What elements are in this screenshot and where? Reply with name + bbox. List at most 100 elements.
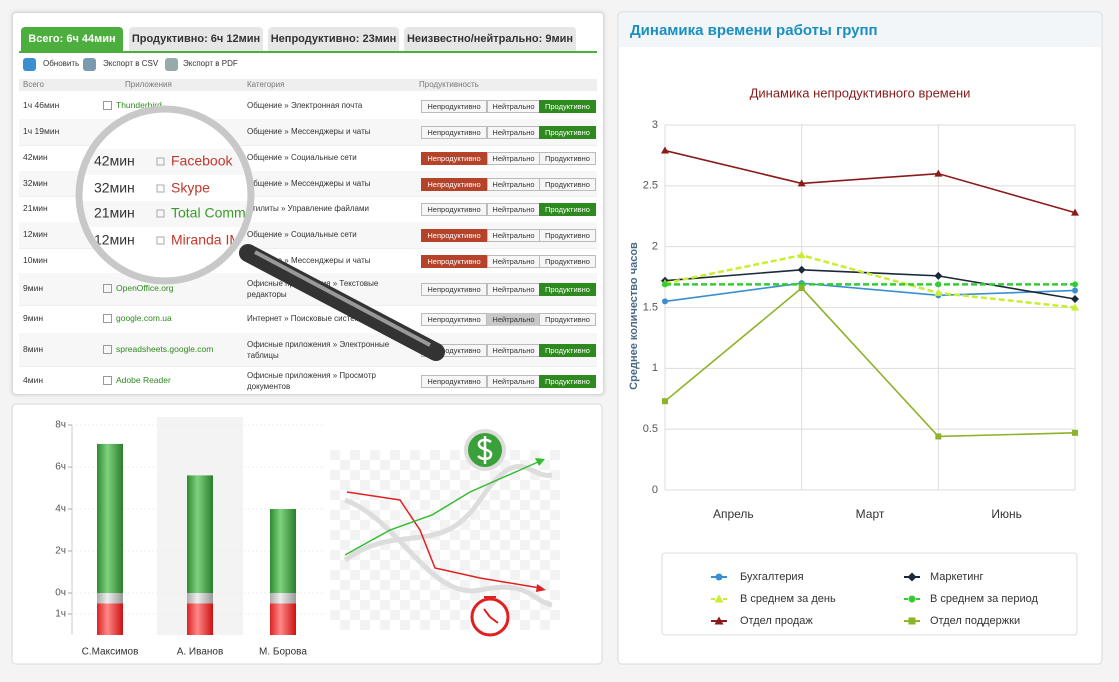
y-tick-label: 2ч — [55, 546, 66, 557]
status-button[interactable]: Нейтрально — [487, 177, 540, 191]
y-tick-label: 2.5 — [643, 180, 658, 192]
data-point — [797, 265, 806, 274]
time-cell: 1ч 19мин — [23, 126, 60, 136]
zoom-app: Facebook — [171, 153, 233, 169]
series-line — [664, 149, 1076, 214]
status-button[interactable]: Нейтрально — [487, 229, 540, 242]
tab[interactable]: Непродуктивно: 23мин — [268, 27, 399, 51]
y-tick-label: 2 — [652, 241, 658, 253]
status-button[interactable]: Нейтрально — [487, 313, 540, 326]
app-link[interactable]: OpenOffice.org — [116, 283, 174, 293]
chart-title: Динамика непродуктивного времени — [750, 85, 971, 100]
legend-label: Отдел поддержки — [930, 615, 1020, 627]
status-button[interactable]: Непродуктивно — [421, 313, 487, 326]
data-point — [935, 281, 942, 288]
time-cell: 21мин — [23, 203, 48, 213]
legend-box — [661, 552, 1078, 636]
status-button[interactable]: Непродуктивно — [421, 203, 487, 216]
app-link[interactable]: google.com.ua — [116, 313, 172, 323]
time-cell: 42мин — [23, 152, 48, 162]
legend-label: В среднем за период — [930, 593, 1039, 605]
status-button[interactable]: Непродуктивно — [421, 126, 487, 139]
legend-label: Маркетинг — [930, 571, 983, 583]
status-button[interactable]: Непродуктивно — [421, 283, 487, 296]
arrow — [536, 584, 546, 592]
y-tick-label: 1 — [652, 362, 658, 374]
category-cell: Общение » Социальные сети — [247, 153, 357, 162]
status-button[interactable]: Нейтрально — [487, 254, 540, 268]
data-point — [662, 298, 668, 305]
toolbar-button[interactable]: Экспорт в PDF — [183, 59, 238, 68]
chart-panel — [617, 11, 1103, 665]
data-point — [934, 288, 943, 296]
zoom-app: Total Comma — [171, 205, 254, 221]
time-cell: 9мин — [23, 313, 44, 323]
status-button[interactable]: Продуктивно — [539, 203, 596, 216]
status-button[interactable]: Непродуктивно — [421, 229, 487, 242]
toolbar-button[interactable]: Обновить — [43, 59, 80, 68]
toolbar-icon — [23, 58, 36, 71]
toolbar-button[interactable]: Экспорт в CSV — [103, 59, 159, 68]
status-button[interactable]: Продуктивно — [539, 283, 596, 296]
zoom-row — [81, 228, 249, 254]
zoom-icon — [156, 157, 165, 166]
time-cell: 8мин — [23, 343, 44, 354]
x-tick-label: С.Максимов — [82, 647, 139, 658]
tab-bar-line — [19, 51, 597, 53]
legend-label: Отдел продаж — [740, 615, 813, 627]
zoom-icon — [156, 209, 165, 218]
status-button[interactable]: Продуктивно — [539, 126, 596, 139]
arrow — [535, 458, 545, 466]
status-button[interactable]: Непродуктивно — [421, 152, 487, 165]
legend-marker — [714, 616, 724, 625]
row-line — [19, 305, 597, 306]
activity-panel: Всего: 6ч 44мин Продуктивно: 6ч 12мин Непр… — [12, 12, 604, 397]
zoom-app: Miranda IM — [171, 232, 241, 248]
status-button[interactable]: Продуктивно — [539, 313, 596, 326]
status-button[interactable]: Нейтрально — [487, 100, 540, 113]
category-cell: Офисные приложения » Электронные таблицы — [247, 339, 390, 360]
app-icon — [103, 101, 112, 110]
status-button[interactable]: Продуктивно — [539, 177, 596, 191]
time-cell: 1ч 46мин — [23, 100, 60, 110]
illustration-red — [346, 491, 541, 589]
legend-marker — [908, 617, 916, 625]
status-button[interactable]: Нейтрально — [487, 283, 540, 296]
category-cell: Интернет » Поисковые системы — [247, 314, 366, 323]
panel-header — [619, 13, 1101, 47]
magnifier-rim — [75, 105, 255, 285]
status-button[interactable]: Продуктивно — [539, 229, 596, 242]
app-link[interactable]: spreadsheets.google.com — [116, 343, 214, 354]
category-cell: Общение » Мессенджеры и чаты — [247, 255, 371, 265]
app-link[interactable]: Thunderbird — [116, 100, 162, 110]
y-tick-label: 1.5 — [643, 301, 658, 313]
zoom-icon — [156, 184, 165, 193]
tab[interactable]: Неизвестно/нейтрально: 9мин — [404, 27, 576, 51]
tab[interactable]: Продуктивно: 6ч 12мин — [129, 27, 263, 51]
status-button[interactable]: Продуктивно — [539, 254, 596, 268]
column-header: Продуктивность — [419, 80, 479, 89]
status-button[interactable]: Продуктивно — [539, 375, 596, 388]
status-button[interactable]: Непродуктивно — [421, 100, 487, 113]
data-point — [661, 146, 669, 154]
status-button[interactable]: Продуктивно — [539, 100, 596, 113]
status-button[interactable]: Непродуктивно — [421, 177, 487, 191]
magnifier: 42мин Facebook 32мин Skype 21мин Total Comma 1… — [75, 105, 445, 361]
data-point — [1071, 294, 1079, 303]
x-tick-label: М. Борова — [259, 647, 307, 658]
status-button[interactable]: Непродуктивно — [421, 375, 487, 388]
tab[interactable]: Всего: 6ч 44мин — [21, 27, 123, 51]
illustration-line — [343, 464, 553, 563]
column-header: Приложения — [125, 80, 172, 89]
status-button[interactable]: Продуктивно — [539, 152, 596, 165]
x-tick-label: Июнь — [991, 507, 1022, 521]
status-button[interactable]: Непродуктивно — [421, 254, 487, 268]
category-cell: Общение » Социальные сети — [247, 230, 357, 239]
y-tick-label: 0.5 — [643, 423, 658, 435]
category-cell: Офисные приложения » Просмотр документов — [247, 371, 376, 391]
legend-label: В среднем за день — [740, 593, 836, 605]
status-button[interactable]: Продуктивно — [539, 343, 596, 357]
app-link[interactable]: Adobe Reader — [116, 375, 171, 385]
bar — [187, 475, 213, 593]
